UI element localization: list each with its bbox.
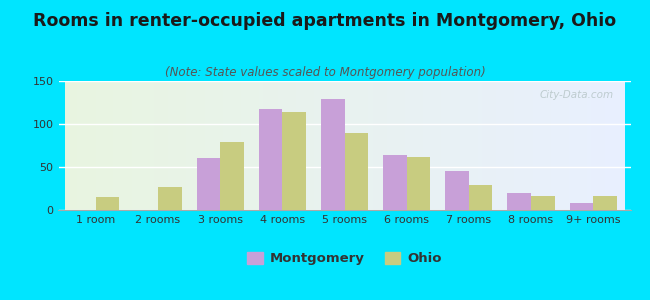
- Text: (Note: State values scaled to Montgomery population): (Note: State values scaled to Montgomery…: [164, 66, 486, 79]
- Bar: [531, 196, 554, 210]
- Bar: [321, 99, 345, 210]
- Bar: [569, 203, 593, 210]
- Bar: [96, 197, 120, 210]
- Bar: [508, 193, 531, 210]
- Bar: [282, 112, 306, 210]
- Bar: [196, 158, 220, 210]
- Legend: Montgomery, Ohio: Montgomery, Ohio: [242, 247, 447, 271]
- Bar: [220, 142, 244, 210]
- Bar: [445, 171, 469, 210]
- Bar: [593, 196, 617, 210]
- Text: Rooms in renter-occupied apartments in Montgomery, Ohio: Rooms in renter-occupied apartments in M…: [33, 12, 617, 30]
- Bar: [344, 133, 368, 210]
- Bar: [259, 110, 282, 210]
- Bar: [469, 185, 493, 210]
- Bar: [407, 157, 430, 210]
- Bar: [158, 187, 181, 210]
- Bar: [383, 155, 407, 210]
- Text: City-Data.com: City-Data.com: [540, 90, 614, 100]
